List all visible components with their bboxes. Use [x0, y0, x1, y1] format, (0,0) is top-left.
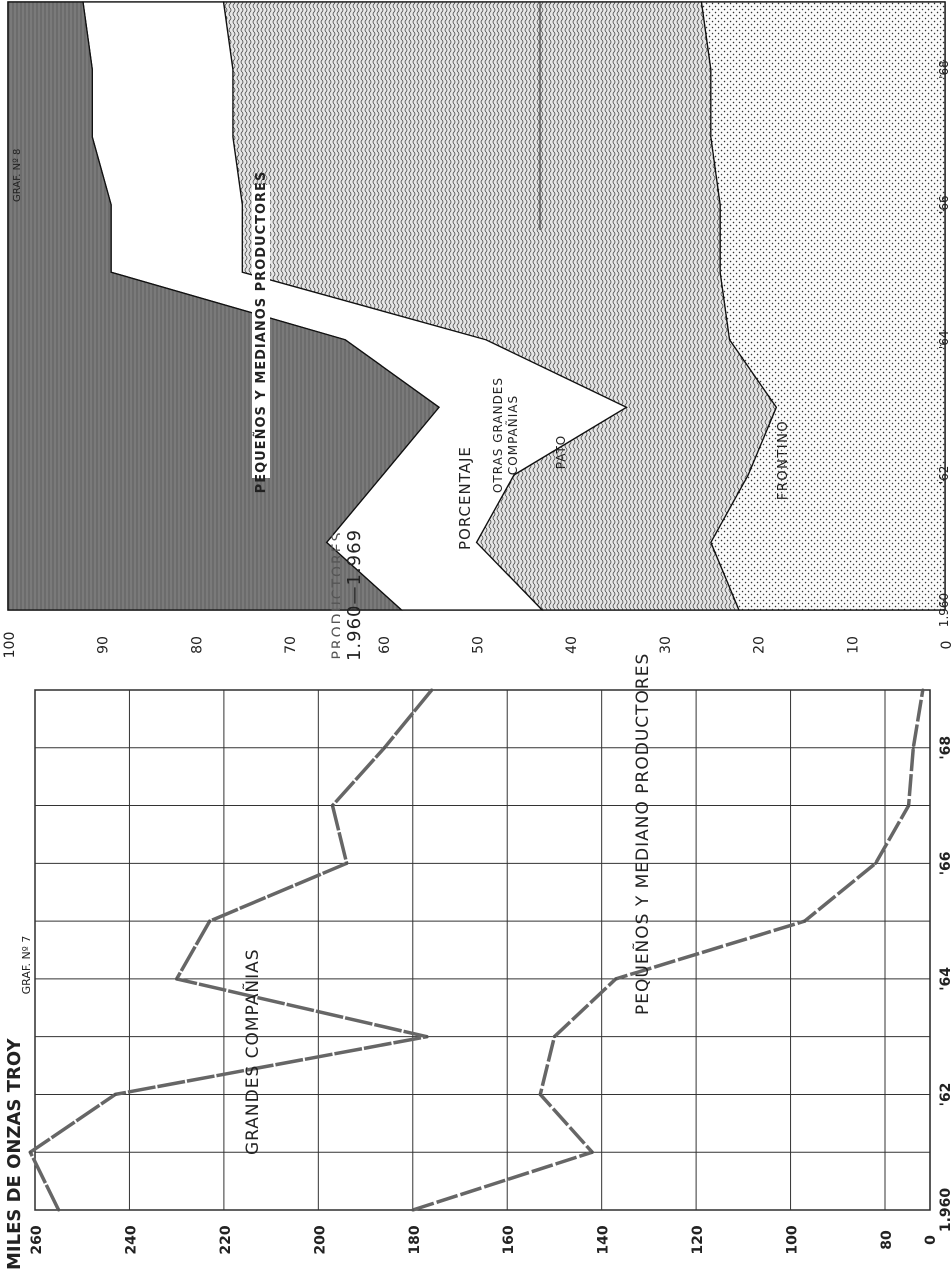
chart2-label-frontino: FRONTINO [776, 420, 791, 500]
chart1-ytick: 160 [501, 1225, 517, 1254]
chart1-xtick: '64 [938, 967, 951, 991]
header-title-fragment: PRODUCTORES [330, 530, 340, 660]
chart2-title: GRAF. Nº 8 [12, 149, 23, 202]
chart1-point-grandes-compan-ias [57, 1208, 61, 1212]
chart1-series-label-grandes: GRANDES COMPAÑIAS [241, 948, 263, 1155]
chart1-point-grandes-compan-ias [208, 919, 212, 923]
chart1-ylabel: MILES DE ONZAS TROY [4, 1038, 25, 1270]
chart1-point-grandes-compan-ias [345, 861, 349, 865]
chart1-point-grandes-compan-ias [430, 688, 434, 692]
chart1-point-pequen-os-y-mediano-productores [614, 977, 618, 981]
chart1-series-label-pequenos: PEQUEÑOS Y MEDIANO PRODUCTORES [631, 653, 653, 1015]
chart1-ytick: 0 [923, 1235, 939, 1245]
chart2-xtick: 1.960 [937, 593, 951, 627]
chart1-ytick: 260 [29, 1225, 45, 1254]
chart2-ytick: 100 [2, 632, 18, 659]
chart1-frame [34, 689, 931, 1211]
chart2-label-otras-2: COMPAÑIAS [505, 395, 520, 475]
chart1-point-pequen-os-y-mediano-productores [590, 1150, 594, 1154]
chart2-area-frontino [700, 1, 946, 611]
chart1-title: GRAF. Nº 7 [20, 936, 33, 995]
chart2-xtick: '68 [937, 60, 951, 79]
chart2-ytick: 0 [939, 641, 951, 650]
chart1-point-pequen-os-y-mediano-productores [411, 1208, 415, 1212]
chart1-point-grandes-compan-ias [28, 1150, 32, 1154]
chart1-xtick: '66 [938, 851, 951, 875]
chart2-ylabel: PORCENTAJE [456, 446, 474, 550]
chart1-series-line-pequen-os-y-mediano-productores [412, 689, 925, 1212]
chart2-ytick: 40 [564, 636, 580, 654]
chart1-point-pequen-os-y-mediano-productores [921, 688, 925, 692]
chart2-ytick: 70 [283, 636, 299, 654]
chart1-ytick: 80 [879, 1230, 895, 1250]
chart1-ytick: 180 [407, 1225, 423, 1254]
chart2-label-pequenos-bg [252, 185, 270, 478]
chart1-point-pequen-os-y-mediano-productores [911, 746, 915, 750]
chart2-xtick: '64 [937, 330, 951, 349]
chart1-point-grandes-compan-ias [113, 1092, 117, 1096]
chart1-point-pequen-os-y-mediano-productores [803, 919, 807, 923]
chart1-point-grandes-compan-ias [175, 977, 179, 981]
chart1-point-pequen-os-y-mediano-productores [552, 1035, 556, 1039]
chart2-xtick: '62 [937, 466, 951, 485]
chart1-point-pequen-os-y-mediano-productores [538, 1092, 542, 1096]
chart2-label-pequenos: PEQUEÑOS Y MEDIANOS PRODUCTORES [253, 171, 269, 494]
chart1-ytick: 100 [785, 1225, 801, 1254]
chart2-ytick: 30 [658, 636, 674, 654]
chart2-xtick: '66 [937, 195, 951, 214]
chart2-label-pato: PATO [554, 435, 568, 470]
chart2-ytick: 20 [752, 636, 768, 654]
chart1-point-grandes-compan-ias [425, 1035, 429, 1039]
chart2-ytick: 60 [377, 636, 393, 654]
chart1-point-pequen-os-y-mediano-productores [874, 861, 878, 865]
chart1-series-line-grandes-compan-ias [28, 688, 434, 1211]
chart1-ytick: 120 [690, 1225, 706, 1254]
chart2-label-otras-1: OTRAS GRANDES [491, 377, 505, 493]
chart1-ytick: 140 [596, 1225, 612, 1254]
chart1-ytick: 240 [123, 1225, 139, 1254]
chart2-ytick: 80 [189, 636, 205, 654]
chart2-area-pequen-os-y-medianos-productores [7, 1, 440, 611]
chart1-point-grandes-compan-ias [331, 804, 334, 808]
chart1-xtick: '68 [938, 736, 951, 760]
chart1-point-grandes-compan-ias [382, 746, 386, 750]
chart1-xtick: '62 [938, 1083, 951, 1107]
chart1-ytick: 200 [312, 1225, 328, 1254]
chart1-point-pequen-os-y-mediano-productores [907, 804, 911, 808]
chart1-ytick: 220 [218, 1225, 234, 1254]
report-header: PRODUCTORES 1.960—1.969 [330, 495, 365, 695]
chart2-ytick: 10 [845, 636, 861, 654]
chart2-ytick: 90 [96, 636, 112, 654]
header-period: 1.960—1.969 [344, 528, 365, 662]
chart1-xtick: 1.960 [938, 1188, 951, 1233]
chart2-ytick: 50 [471, 636, 487, 654]
